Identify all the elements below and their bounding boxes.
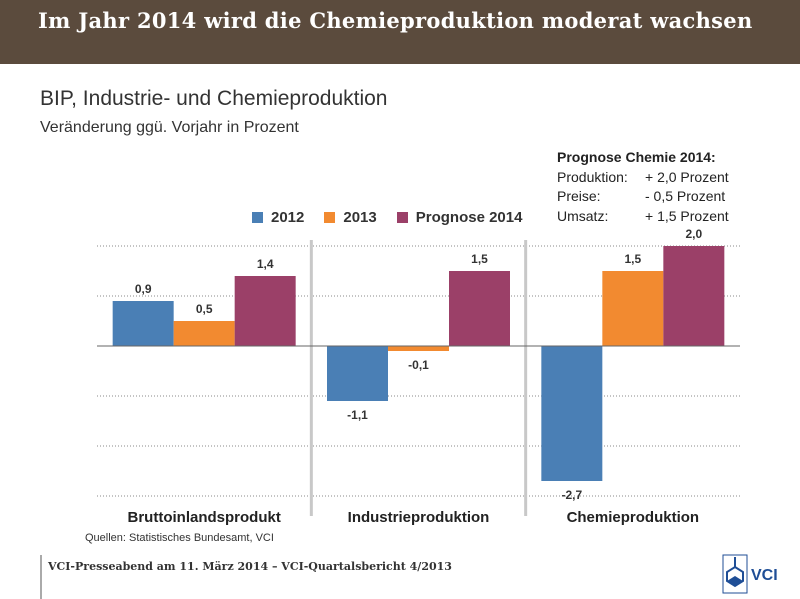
chart-title: BIP, Industrie- und Chemieproduktion [40, 87, 388, 110]
prognose-heading: Prognose Chemie 2014: [557, 149, 716, 165]
legend-label-prognose-2014: Prognose 2014 [415, 209, 523, 226]
data-label: 1,5 [624, 252, 641, 266]
category-label: Chemieproduktion [567, 509, 700, 526]
vci-logo-text: VCI [751, 567, 778, 584]
footer-divider [40, 555, 42, 599]
prognose-row-value: + 1,5 Prozent [645, 207, 729, 224]
legend-label-2013: 2013 [343, 209, 377, 226]
prognose-box: Prognose Chemie 2014: Produktion: + 2,0 … [557, 148, 729, 226]
data-label: 0,9 [135, 282, 152, 296]
category-label: Bruttoinlandsprodukt [128, 509, 281, 526]
prognose-row: Preise: - 0,5 Prozent [557, 187, 729, 207]
bar [449, 271, 510, 346]
chart-legend: 2012 2013 Prognose 2014 [252, 209, 542, 226]
legend-item-2012: 2012 [252, 209, 304, 226]
legend-item-prognose-2014: Prognose 2014 [396, 209, 523, 226]
header-banner: Im Jahr 2014 wird die Chemieproduktion m… [0, 0, 800, 64]
prognose-row-value: - 0,5 Prozent [645, 188, 726, 204]
bar [602, 271, 664, 346]
data-label: -1,1 [347, 408, 368, 422]
bar [112, 301, 174, 346]
prognose-row: Produktion: + 2,0 Prozent [557, 168, 729, 188]
prognose-row-label: Produktion: [557, 168, 628, 185]
data-label: 1,4 [257, 257, 274, 271]
prognose-row: Umsatz: + 1,5 Prozent [557, 207, 729, 227]
bar [234, 276, 296, 346]
data-label: -0,1 [408, 358, 429, 372]
prognose-row-value: + 2,0 Prozent [645, 168, 729, 185]
bar [388, 346, 449, 351]
data-label: -2,7 [561, 488, 582, 502]
legend-swatch-2013 [324, 212, 336, 223]
data-label: 0,5 [196, 302, 213, 316]
bar [173, 321, 235, 346]
prognose-row-label: Umsatz: [557, 207, 609, 224]
legend-item-2013: 2013 [324, 209, 377, 226]
source-note: Quellen: Statistisches Bundesamt, VCI [85, 532, 274, 544]
legend-swatch-2012 [252, 212, 263, 223]
data-label: 2,0 [685, 227, 702, 241]
prognose-row-label: Preise: [557, 188, 601, 204]
page-title: Im Jahr 2014 wird die Chemieproduktion m… [38, 8, 753, 33]
legend-label-2012: 2012 [271, 209, 305, 226]
legend-swatch-prognose-2014 [396, 212, 408, 223]
footer-text: VCI-Presseabend am 11. März 2014 – VCI-Q… [48, 560, 452, 573]
data-label: 1,5 [471, 252, 488, 266]
category-label: Industrieproduktion [348, 509, 490, 526]
bar [541, 346, 603, 481]
chart-subtitle: Veränderung ggü. Vorjahr in Prozent [40, 119, 299, 136]
bar [327, 346, 388, 401]
bar [663, 246, 725, 346]
vci-logo-icon [722, 554, 748, 594]
